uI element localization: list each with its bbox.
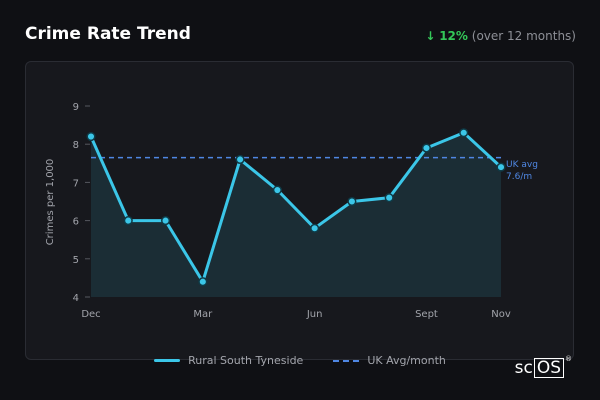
data-point[interactable] [384, 193, 394, 203]
y-tick-label: 9 [73, 102, 79, 113]
uk-average-value-label: 7.6/m [506, 172, 532, 182]
logo-registered-mark: ® [565, 355, 572, 363]
data-point[interactable] [347, 196, 357, 207]
y-tick-label: 4 [73, 293, 79, 304]
y-tick-label: 8 [73, 140, 79, 151]
y-axis-label: Crimes per 1,000 [45, 159, 56, 246]
logo-prefix: sc [514, 358, 533, 378]
legend-series-label: Rural South Tyneside [188, 354, 304, 367]
trend-summary: ↓ 12% (over 12 months) [425, 29, 576, 43]
y-tick-label: 5 [73, 255, 79, 266]
x-tick-label: Dec [81, 309, 100, 320]
data-point[interactable] [198, 277, 208, 287]
data-point[interactable] [421, 143, 432, 153]
logo-boxed-text: OS [533, 358, 564, 378]
legend-swatch-solid [154, 359, 181, 362]
x-tick-label: Sept [415, 309, 438, 320]
data-point[interactable] [123, 216, 133, 226]
series-area-fill [91, 132, 501, 297]
y-axis-ticks: 4 5 6 7 8 9 [73, 102, 90, 304]
trend-note: (over 12 months) [471, 29, 576, 43]
series-line [89, 131, 503, 284]
data-point[interactable] [86, 132, 96, 142]
data-point[interactable] [235, 154, 245, 165]
trend-percentage: 12% [439, 29, 468, 43]
legend-reference-label: UK Avg/month [367, 354, 446, 367]
y-tick-label: 6 [73, 217, 79, 228]
legend-item-reference[interactable]: UK Avg/month [333, 354, 446, 367]
legend-swatch-dashed [333, 359, 360, 362]
chart-legend: Rural South Tyneside UK Avg/month [0, 354, 600, 367]
y-tick-label: 7 [73, 178, 79, 189]
uk-average-label: UK avg [506, 160, 538, 170]
legend-item-series[interactable]: Rural South Tyneside [154, 354, 303, 367]
data-point[interactable] [160, 216, 171, 226]
x-tick-label: Jun [306, 309, 323, 320]
trend-down-arrow-icon: ↓ [425, 29, 436, 43]
data-point[interactable] [310, 223, 320, 233]
data-point[interactable] [272, 185, 282, 195]
x-tick-label: Nov [491, 309, 511, 320]
brand-logo: sc OS ® [514, 355, 572, 378]
data-point[interactable] [496, 162, 506, 172]
x-tick-label: Mar [193, 309, 213, 320]
series-points [86, 128, 506, 287]
chart-card [25, 61, 574, 360]
x-axis-ticks: Dec Mar Jun Sept Nov [81, 309, 511, 320]
chart-title: Crime Rate Trend [25, 24, 191, 44]
data-point[interactable] [459, 128, 469, 138]
